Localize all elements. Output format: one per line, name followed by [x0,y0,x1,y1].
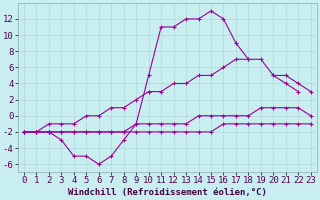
X-axis label: Windchill (Refroidissement éolien,°C): Windchill (Refroidissement éolien,°C) [68,188,267,197]
